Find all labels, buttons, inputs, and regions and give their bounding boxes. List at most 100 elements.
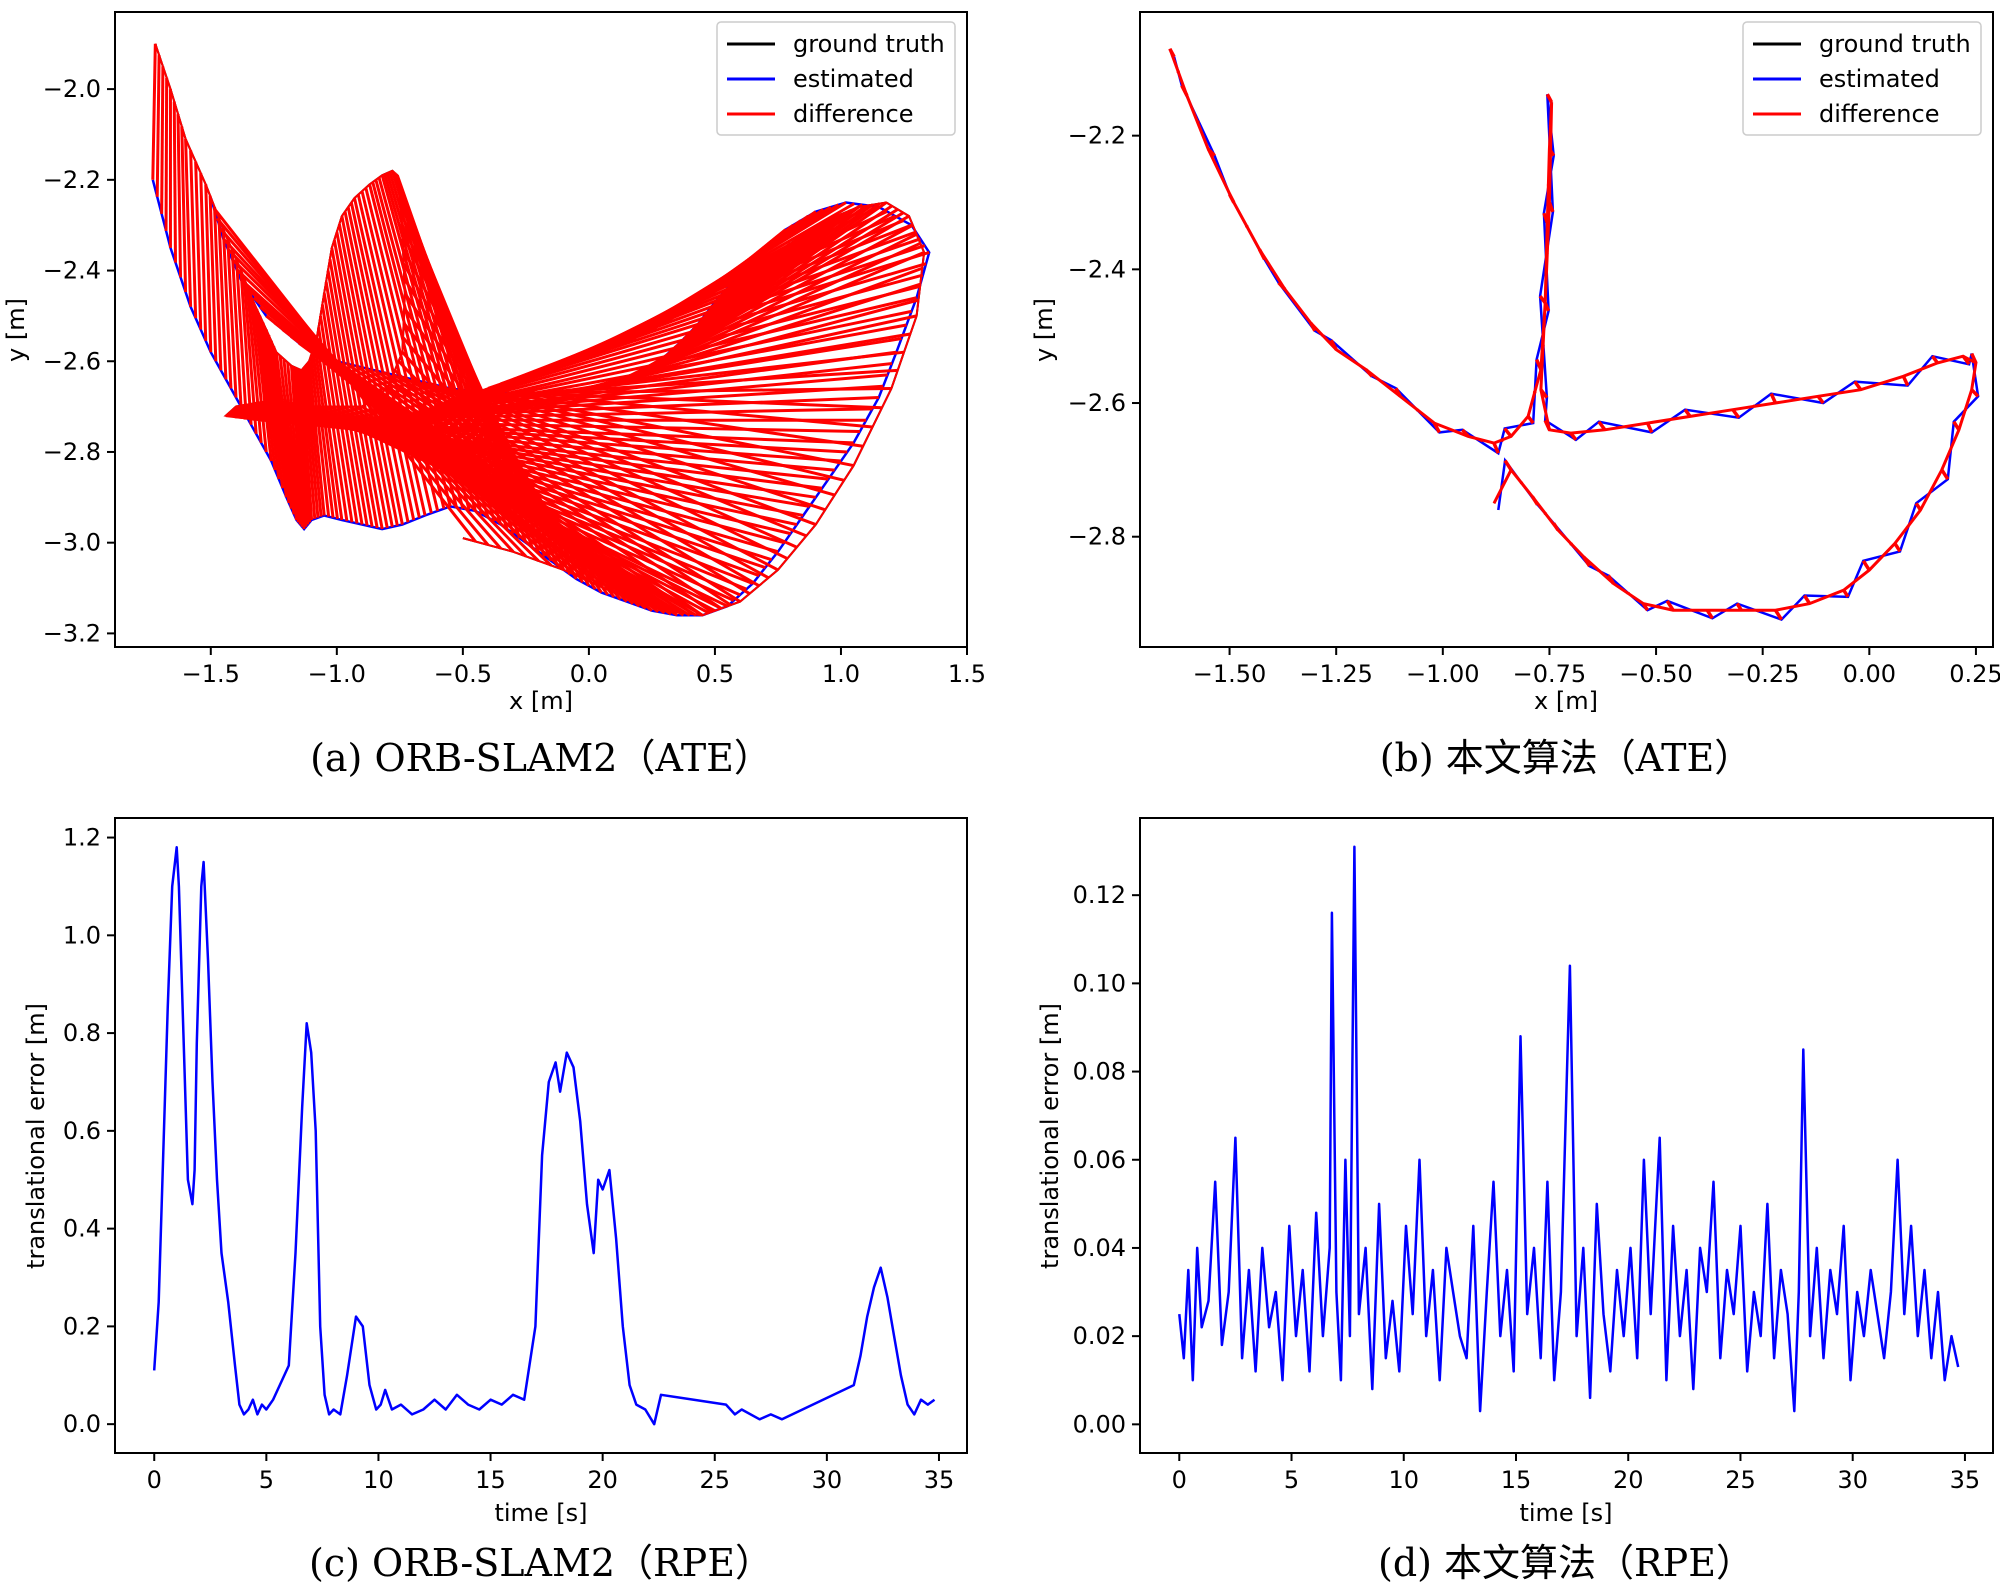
panel-a-axes-frame: [114, 11, 968, 648]
panel-a-difference-segment: [297, 369, 312, 523]
panel-a-difference-segment: [239, 270, 253, 425]
panel-d-xtick-label: 10: [1388, 1466, 1419, 1494]
panel-b-xtick-label: −0.75: [1513, 660, 1587, 688]
panel-a-legend-estimated: estimated: [793, 65, 914, 93]
panel-a-difference-segment: [151, 43, 157, 180]
panel-b-difference-segment: [1492, 442, 1500, 454]
panel-b-xlabel: x [m]: [1534, 687, 1598, 715]
panel-a-difference-segment: [354, 364, 723, 610]
panel-a-difference-segment: [180, 126, 188, 293]
panel-c-xtick-label: 35: [924, 1466, 955, 1494]
panel-d-ytick-label: 0.00: [1073, 1410, 1126, 1438]
panel-c-axes: 0 5 10 15 20 25 30 35 0.0 0.2 0.4 0.6 0.8 1.0 1.2: [63, 824, 954, 1494]
panel-c-xlabel: time [s]: [494, 1499, 587, 1527]
panel-a-difference-segment: [553, 332, 911, 395]
panel-a-difference-segment: [326, 355, 694, 616]
panel-a-difference-segment: [300, 370, 314, 521]
panel-b-ylabel: y [m]: [1030, 298, 1058, 362]
panel-a-difference-segment: [364, 366, 732, 607]
panel-a-difference-segment: [194, 161, 203, 330]
panel-a-difference-segment: [255, 308, 277, 471]
panel-a-ytick-label: −2.0: [43, 75, 101, 103]
panel-a-difference-segment: [269, 340, 293, 509]
panel-a-difference-segment: [215, 217, 490, 546]
panel-a-difference-segments: [151, 43, 930, 617]
panel-a-axes: −1.5 −1.0 −0.5 0.0 0.5 1.0 1.5 −3.2 −3.0 −2.8 −2.6…: [43, 75, 986, 688]
panel-d-axes-frame: [1139, 817, 1994, 1454]
panel-c-ytick-label: 1.0: [63, 921, 101, 949]
panel-a-xlabel: x [m]: [509, 687, 573, 715]
panel-d-ylabel: translational error [m]: [1036, 1003, 1064, 1269]
panel-a-legend-box: [716, 21, 956, 136]
panel-a-difference-segment: [563, 314, 917, 395]
panel-a-difference-segment: [506, 391, 873, 429]
panel-a-difference-segment: [213, 206, 223, 371]
panel-a-difference-segment: [172, 101, 177, 263]
panel-a-difference-segment: [345, 362, 713, 614]
panel-a-difference-segment: [272, 346, 296, 515]
panel-d-xtick-label: 20: [1613, 1466, 1644, 1494]
panel-d-ytick-label: 0.12: [1073, 881, 1126, 909]
panel-c-xtick-label: 0: [147, 1466, 162, 1494]
panel-a-difference-segment: [176, 114, 183, 278]
panel-a-difference-segment: [217, 218, 228, 380]
panel-a-difference-segment: [292, 366, 308, 527]
panel-a-difference-segment: [204, 184, 213, 353]
panel-d-ytick-label: 0.06: [1073, 1146, 1126, 1174]
panel-c-xtick-label: 25: [699, 1466, 730, 1494]
panel-c-rpe-orbslam2: 0 5 10 15 20 25 30 35 0.0 0.2 0.4 0.6 0.8 1.0 1.2 time…: [22, 817, 968, 1585]
panel-d-xtick-label: 35: [1950, 1466, 1981, 1494]
panel-a-difference-segment: [459, 388, 826, 512]
panel-a-difference-segment: [286, 362, 304, 527]
panel-a-difference-segment: [324, 281, 369, 526]
panel-a-difference-segment: [392, 373, 760, 588]
panel-d-xlabel: time [s]: [1519, 1499, 1612, 1527]
panel-a-difference-segment: [258, 315, 281, 480]
panel-a-difference-segment: [274, 351, 298, 521]
panel-b-axes: −1.50 −1.25 −1.00 −0.75 −0.50 −0.25 0.00 0.25 −2…: [1068, 122, 2000, 688]
panel-d-ytick-label: 0.10: [1073, 969, 1126, 997]
panel-a-difference-segment: [212, 207, 477, 543]
panel-d-ytick-label: 0.04: [1073, 1234, 1126, 1262]
panel-a-difference-segment: [421, 380, 789, 560]
panel-d-xtick-label: 15: [1501, 1466, 1532, 1494]
panel-a-difference-segment: [478, 390, 845, 482]
panel-c-xtick-label: 15: [475, 1466, 506, 1494]
panel-c-xtick-label: 5: [259, 1466, 274, 1494]
panel-c-axes-frame: [114, 817, 968, 1454]
panel-b-difference-overlay: [1168, 48, 1978, 612]
panel-a-difference-segment: [208, 195, 218, 362]
panel-a-difference-segment: [307, 361, 326, 516]
panel-a-difference-segment: [609, 241, 921, 387]
panel-a-difference-segment: [189, 150, 198, 319]
panel-a-xtick-label: 1.0: [822, 660, 860, 688]
panel-a-xtick-label: −0.5: [434, 660, 492, 688]
panel-a-difference-segment: [340, 215, 404, 525]
panel-b-ate-proposed: −1.50 −1.25 −1.00 −0.75 −0.50 −0.25 0.00 0.25 −2…: [1030, 11, 2000, 780]
panel-a-difference-segment: [535, 368, 898, 395]
panel-a-difference-segment: [160, 66, 165, 214]
panel-a-difference-segment: [282, 358, 302, 525]
panel-b-difference-segment: [1774, 609, 1783, 621]
panel-a-difference-segment: [235, 260, 248, 416]
panel-a-legend: ground truth estimated difference: [716, 21, 956, 136]
panel-a-difference-segment: [572, 298, 919, 394]
panel-a-difference-segment: [278, 355, 300, 523]
panel-a-difference-segment: [497, 391, 864, 448]
panel-d-rpe-proposed: 0 5 10 15 20 25 30 35 0.00 0.02 0.04 0.06 0.08 0.10 0.…: [1036, 817, 1994, 1585]
panel-d-xtick-label: 30: [1837, 1466, 1868, 1494]
panel-b-xtick-label: −1.25: [1299, 660, 1373, 688]
panel-a-difference-segment: [248, 294, 268, 453]
panel-a-ytick-label: −2.2: [43, 166, 101, 194]
panel-a-difference-segment: [199, 172, 208, 341]
panel-b-legend-difference: difference: [1819, 100, 1939, 128]
panel-b-difference-segment: [1803, 594, 1812, 605]
panel-a-difference-segment: [727, 258, 754, 285]
panel-d-ytick-label: 0.02: [1073, 1322, 1126, 1350]
panel-b-difference-segment: [1940, 468, 1950, 481]
panel-a-difference-segment: [326, 270, 374, 528]
panel-b-xtick-label: −0.50: [1619, 660, 1693, 688]
panel-a-difference-segment: [313, 344, 339, 520]
panel-a-difference-segment: [294, 367, 310, 525]
panel-a-difference-segment: [226, 239, 238, 398]
